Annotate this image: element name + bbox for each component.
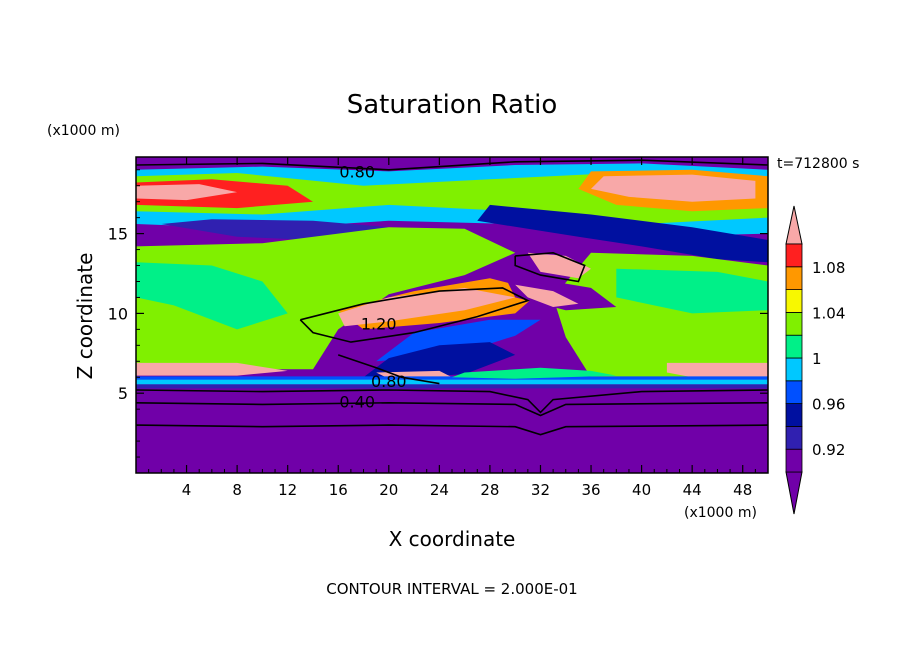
field-region — [136, 362, 288, 376]
field-region — [527, 252, 591, 279]
colorbar-bin — [785, 334, 803, 359]
x-tick-label: 48 — [733, 481, 752, 499]
contour-line — [136, 424, 768, 436]
x-tick-label: 8 — [232, 481, 242, 499]
contour-interval-note: CONTOUR INTERVAL = 2.000E-01 — [326, 580, 577, 598]
x-axis-label: X coordinate — [389, 527, 516, 551]
contour-label: 0.40 — [339, 393, 375, 412]
contour-label: 0.80 — [371, 372, 407, 391]
x-axis-ticks: 4 8 12 16 20 24 28 32 36 40 44 48 — [148, 157, 756, 499]
z-tick-label: 5 — [118, 384, 128, 403]
x-tick-label: 24 — [430, 481, 449, 499]
contour-label: 0.80 — [339, 163, 375, 182]
x-unit-label: (x1000 m) — [684, 505, 757, 521]
x-tick-label: 28 — [480, 481, 499, 499]
colorbar-label: 0.96 — [812, 396, 845, 414]
field-region — [616, 268, 768, 314]
contour-line — [136, 389, 768, 414]
colorbar-bin — [785, 289, 803, 313]
saturation-field — [136, 157, 768, 473]
field-region — [666, 362, 768, 378]
x-tick-label: 12 — [278, 481, 297, 499]
z-tick-label: 10 — [108, 304, 128, 323]
colorbar-bin — [785, 448, 803, 473]
contour-line — [514, 251, 586, 283]
field-region — [136, 227, 516, 370]
z-unit-label: (x1000 m) — [47, 123, 120, 139]
colorbar-bin — [785, 311, 803, 336]
field-region — [515, 284, 579, 307]
colorbar-bin — [785, 403, 803, 427]
field-region — [338, 287, 516, 327]
field-region — [136, 384, 768, 389]
x-tick-label: 32 — [531, 481, 550, 499]
z-tick-label: 15 — [108, 225, 128, 244]
field-region — [452, 367, 617, 379]
x-tick-label: 16 — [329, 481, 348, 499]
x-tick-label: 44 — [683, 481, 702, 499]
x-tick-label: 20 — [379, 481, 398, 499]
field-region — [502, 271, 617, 311]
contour-line — [337, 354, 440, 385]
colorbar-bin — [785, 243, 803, 268]
colorbar-bin — [785, 380, 803, 404]
colorbar-label: 1.04 — [812, 304, 845, 322]
colorbar-label: 0.92 — [812, 441, 845, 459]
field-region — [136, 262, 288, 330]
contour-line — [136, 401, 768, 417]
field-region — [136, 379, 768, 385]
colorbar-over-arrow — [785, 205, 803, 245]
colorbar: 1.08 1.04 1 0.96 0.92 — [785, 205, 845, 515]
colorbar-bin — [785, 357, 803, 382]
colorbar-under-arrow — [785, 471, 803, 515]
z-axis-ticks: 5 10 15 — [108, 169, 768, 458]
contour-line — [299, 287, 530, 343]
y-axis-label: Z coordinate — [73, 253, 97, 380]
chart-title: Saturation Ratio — [347, 90, 558, 120]
field-region — [477, 204, 768, 263]
colorbar-bin — [785, 425, 803, 450]
x-tick-label: 4 — [182, 481, 192, 499]
contour-label: 1.20 — [361, 314, 397, 333]
colorbar-bin — [785, 266, 803, 290]
x-tick-label: 40 — [632, 481, 651, 499]
field-region — [363, 342, 516, 378]
colorbar-label: 1 — [812, 350, 822, 368]
x-tick-label: 36 — [581, 481, 600, 499]
colorbar-label: 1.08 — [812, 259, 845, 277]
time-label: t=712800 s — [777, 156, 859, 172]
contour-lines — [136, 159, 768, 436]
field-region — [591, 174, 756, 202]
field-region — [136, 184, 238, 201]
field-region — [136, 376, 768, 380]
contour-labels: 0.80 1.20 0.80 0.40 — [339, 163, 406, 412]
contour-line — [136, 159, 768, 171]
